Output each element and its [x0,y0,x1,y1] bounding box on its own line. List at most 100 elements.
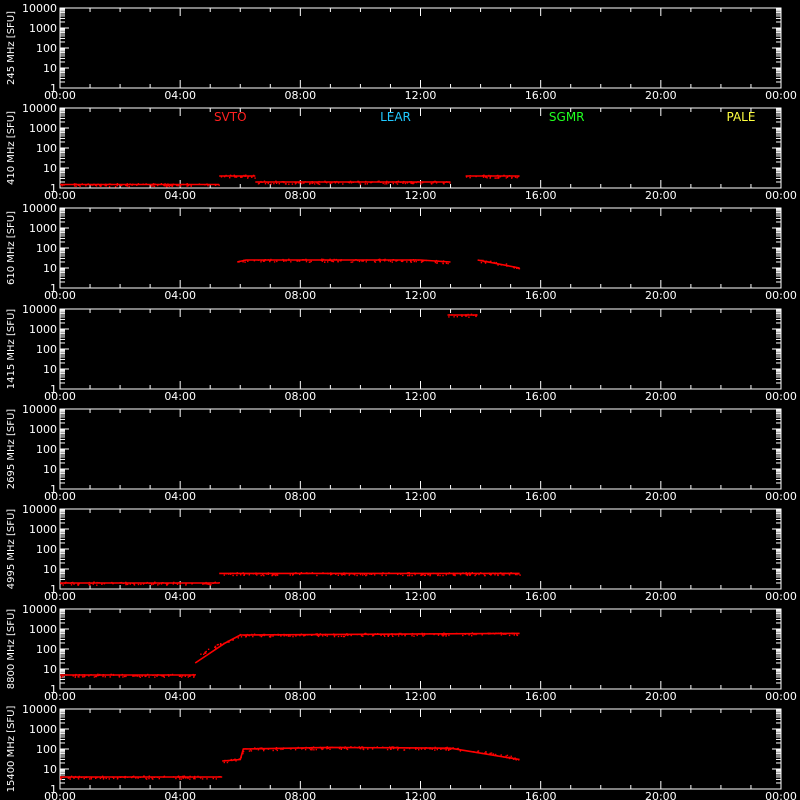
data-point [118,675,120,677]
data-point [133,775,135,777]
data-point [163,183,165,186]
data-point [252,635,254,638]
data-point [78,674,80,676]
data-point [320,747,323,750]
data-point [400,260,403,262]
data-point [273,261,276,263]
data-point [475,633,477,636]
data-point [459,750,462,752]
data-point [471,572,473,574]
data-point [392,747,395,750]
data-point [506,265,508,267]
data-point [289,747,291,750]
data-point [376,746,378,748]
data-point [175,184,178,186]
data-point [193,676,195,678]
data-point [412,182,414,184]
data-point [229,177,231,179]
data-point [465,573,467,576]
data-point [276,573,278,575]
data-point [108,186,111,188]
data-point [402,260,404,262]
data-point [60,676,62,678]
data-point [165,582,167,585]
data-point [461,315,463,317]
x-tick-label: 20:00 [645,790,677,800]
data-point [314,183,316,185]
y-axis-label: 15400 MHz [SFU] [6,706,17,793]
data-point [350,182,353,184]
data-point [134,674,137,676]
data-point [311,749,313,751]
data-point [318,634,320,637]
data-point [205,652,207,654]
y-tick-label: 1 [50,383,57,396]
data-point [237,637,239,639]
data-point [309,748,312,751]
data-point [327,747,329,749]
data-point [387,182,390,184]
y-tick-label: 1 [50,683,57,696]
data-point [139,776,142,778]
data-point [491,572,494,574]
data-point [75,673,77,676]
data-point [93,581,95,583]
data-point [85,776,88,779]
data-point [264,633,266,636]
x-tick-label: 04:00 [164,490,196,503]
data-point [151,583,153,586]
data-point [73,185,76,187]
data-point [62,184,64,186]
data-point [297,182,299,184]
data-point [169,674,172,676]
data-point [143,582,145,584]
data-point [400,632,402,635]
data-point [462,634,464,637]
data-point [185,583,187,585]
data-point [260,180,262,183]
data-point [112,673,115,676]
data-point [430,182,432,185]
data-point [434,261,437,264]
data-point [173,581,175,584]
data-point [214,183,216,186]
data-point [364,573,366,575]
data-point [488,633,490,635]
data-point [475,314,477,316]
data-point [163,184,165,187]
data-point [63,184,65,186]
data-point [254,177,256,179]
data-point [421,634,424,636]
data-point [360,633,362,636]
data-point [260,261,262,263]
data-point [417,747,419,749]
data-point [129,183,131,185]
data-point [250,750,253,752]
data-point [497,632,499,634]
data-point [154,183,156,185]
data-point [263,634,266,637]
x-tick-label: 00:00 [765,390,797,403]
data-point [239,633,242,636]
data-point [194,778,196,780]
data-point [333,258,335,261]
data-point [414,259,417,261]
data-point [324,634,326,636]
data-point [60,582,62,585]
data-point [348,574,350,576]
data-point [442,260,445,262]
data-point [437,574,439,576]
data-point [218,184,220,186]
data-point [476,633,479,635]
data-point [330,260,332,262]
data-point [78,184,81,186]
data-point [234,176,236,178]
data-point [316,634,319,637]
data-point [448,748,451,750]
data-point [298,182,301,184]
data-point [125,583,127,586]
data-point [123,675,126,678]
data-point [116,184,118,187]
data-point [161,582,163,584]
x-tick-label: 16:00 [525,490,557,503]
